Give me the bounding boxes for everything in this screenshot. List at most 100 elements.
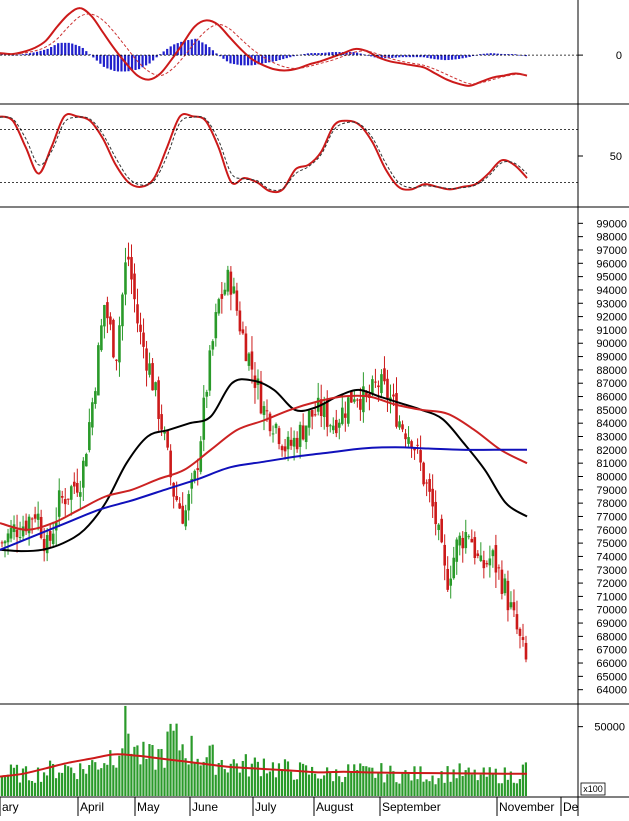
moving-averages <box>0 378 528 553</box>
candle-body <box>130 257 133 280</box>
macd-histogram-bar <box>67 42 70 56</box>
candle-body <box>223 289 227 295</box>
volume-bar <box>124 705 127 796</box>
price-tick-label: 64000 <box>596 685 627 697</box>
volume-bar <box>386 774 389 796</box>
volume-bar <box>431 775 434 796</box>
candle-body <box>292 437 296 447</box>
volume-bar <box>205 757 208 796</box>
macd-histogram-bar <box>57 43 60 56</box>
macd-histogram-bar <box>148 55 151 64</box>
macd-histogram-bar <box>443 55 447 61</box>
macd-histogram-bar <box>472 55 475 57</box>
moving-average-line <box>0 378 528 553</box>
macd-histogram-bar <box>53 45 56 56</box>
price-tick-label: 86000 <box>596 392 627 404</box>
x-tick-label: August <box>316 800 354 814</box>
macd-histogram-bar <box>14 54 18 56</box>
macd-histogram-bar <box>282 55 285 60</box>
price-tick-label: 78000 <box>596 498 627 510</box>
volume-bar <box>106 764 109 796</box>
candle-body <box>9 527 13 539</box>
macd-histogram-bar <box>493 53 496 56</box>
candle-body <box>524 642 528 660</box>
macd-histogram-bar <box>106 55 109 69</box>
volume-bar <box>184 758 187 796</box>
macd-histogram-bar <box>134 55 137 70</box>
candle-body <box>45 535 49 554</box>
macd-histogram-bar <box>176 43 179 56</box>
volume-bar <box>365 766 368 796</box>
macd-histogram-bar <box>482 53 485 56</box>
candle-body <box>21 526 25 537</box>
volume-bar <box>58 772 61 796</box>
price-tick-label: 83000 <box>596 432 627 444</box>
candle-body <box>82 460 85 488</box>
macd-histogram-bar <box>222 55 225 59</box>
macd-histogram-bar <box>88 54 91 56</box>
volume-bar <box>310 766 314 796</box>
candle-body <box>347 397 350 424</box>
volume-bar <box>9 764 13 796</box>
volume-bar <box>461 775 464 796</box>
volume-bar <box>482 767 485 796</box>
macd-histogram-bar <box>109 55 113 70</box>
candle-body <box>443 544 446 566</box>
macd-histogram-bar <box>25 53 28 56</box>
candle-body <box>319 399 323 416</box>
candle-body <box>142 332 145 347</box>
candle-body <box>232 286 236 294</box>
candle-body <box>380 374 383 394</box>
price-tick-label: 96000 <box>596 258 627 270</box>
stochastic-axis: 50 <box>0 129 622 183</box>
price-tick-label: 84000 <box>596 418 627 430</box>
candle-body <box>268 413 272 432</box>
x-tick-label: May <box>137 800 160 814</box>
macd-histogram-bar <box>320 52 324 56</box>
macd-histogram-bar <box>317 53 320 56</box>
macd-histogram-bar <box>215 53 218 56</box>
candle-body <box>148 363 151 375</box>
volume-bar <box>470 774 473 796</box>
volume-bar <box>136 745 139 796</box>
volume-bar <box>332 781 335 796</box>
macd-histogram-bar <box>380 55 383 59</box>
stochastic-tick-label: 50 <box>610 151 622 163</box>
candle-body <box>356 399 359 401</box>
volume-bar <box>326 767 329 796</box>
volume-bar <box>190 735 193 796</box>
candle-body <box>395 393 398 427</box>
macd-histogram-bar <box>169 46 172 56</box>
macd-histogram-bar <box>334 52 338 56</box>
volume-bar <box>64 764 67 796</box>
macd-histogram-bar <box>74 44 77 56</box>
x-tick-label: ary <box>2 800 19 814</box>
candle-body <box>181 505 184 524</box>
volume-bar <box>503 767 506 796</box>
volume-bar <box>485 776 488 796</box>
macd-histogram-bar <box>327 52 331 56</box>
volume-bar <box>187 764 190 796</box>
macd-histogram-bar <box>208 47 211 56</box>
candle-body <box>259 380 263 414</box>
macd-histogram-bar <box>521 55 524 56</box>
macd-histogram-bar <box>394 55 397 58</box>
candle-body <box>244 333 248 362</box>
volume-bar <box>473 769 476 796</box>
candle-body <box>97 345 100 396</box>
candle-body <box>425 482 428 484</box>
volume-bar <box>437 778 440 796</box>
candle-body <box>27 516 31 534</box>
candle-body <box>262 406 266 415</box>
volume-panel: 50000 x100 <box>0 705 625 796</box>
macd-histogram-bar <box>95 55 98 61</box>
candle-body <box>190 478 194 489</box>
macd-histogram-bar <box>500 53 503 56</box>
macd-histogram-bar <box>180 41 183 56</box>
candle-body <box>63 498 67 505</box>
candle-body <box>106 302 109 319</box>
price-tick-label: 94000 <box>596 285 627 297</box>
candle-body <box>241 329 245 334</box>
candle-body <box>247 353 251 366</box>
